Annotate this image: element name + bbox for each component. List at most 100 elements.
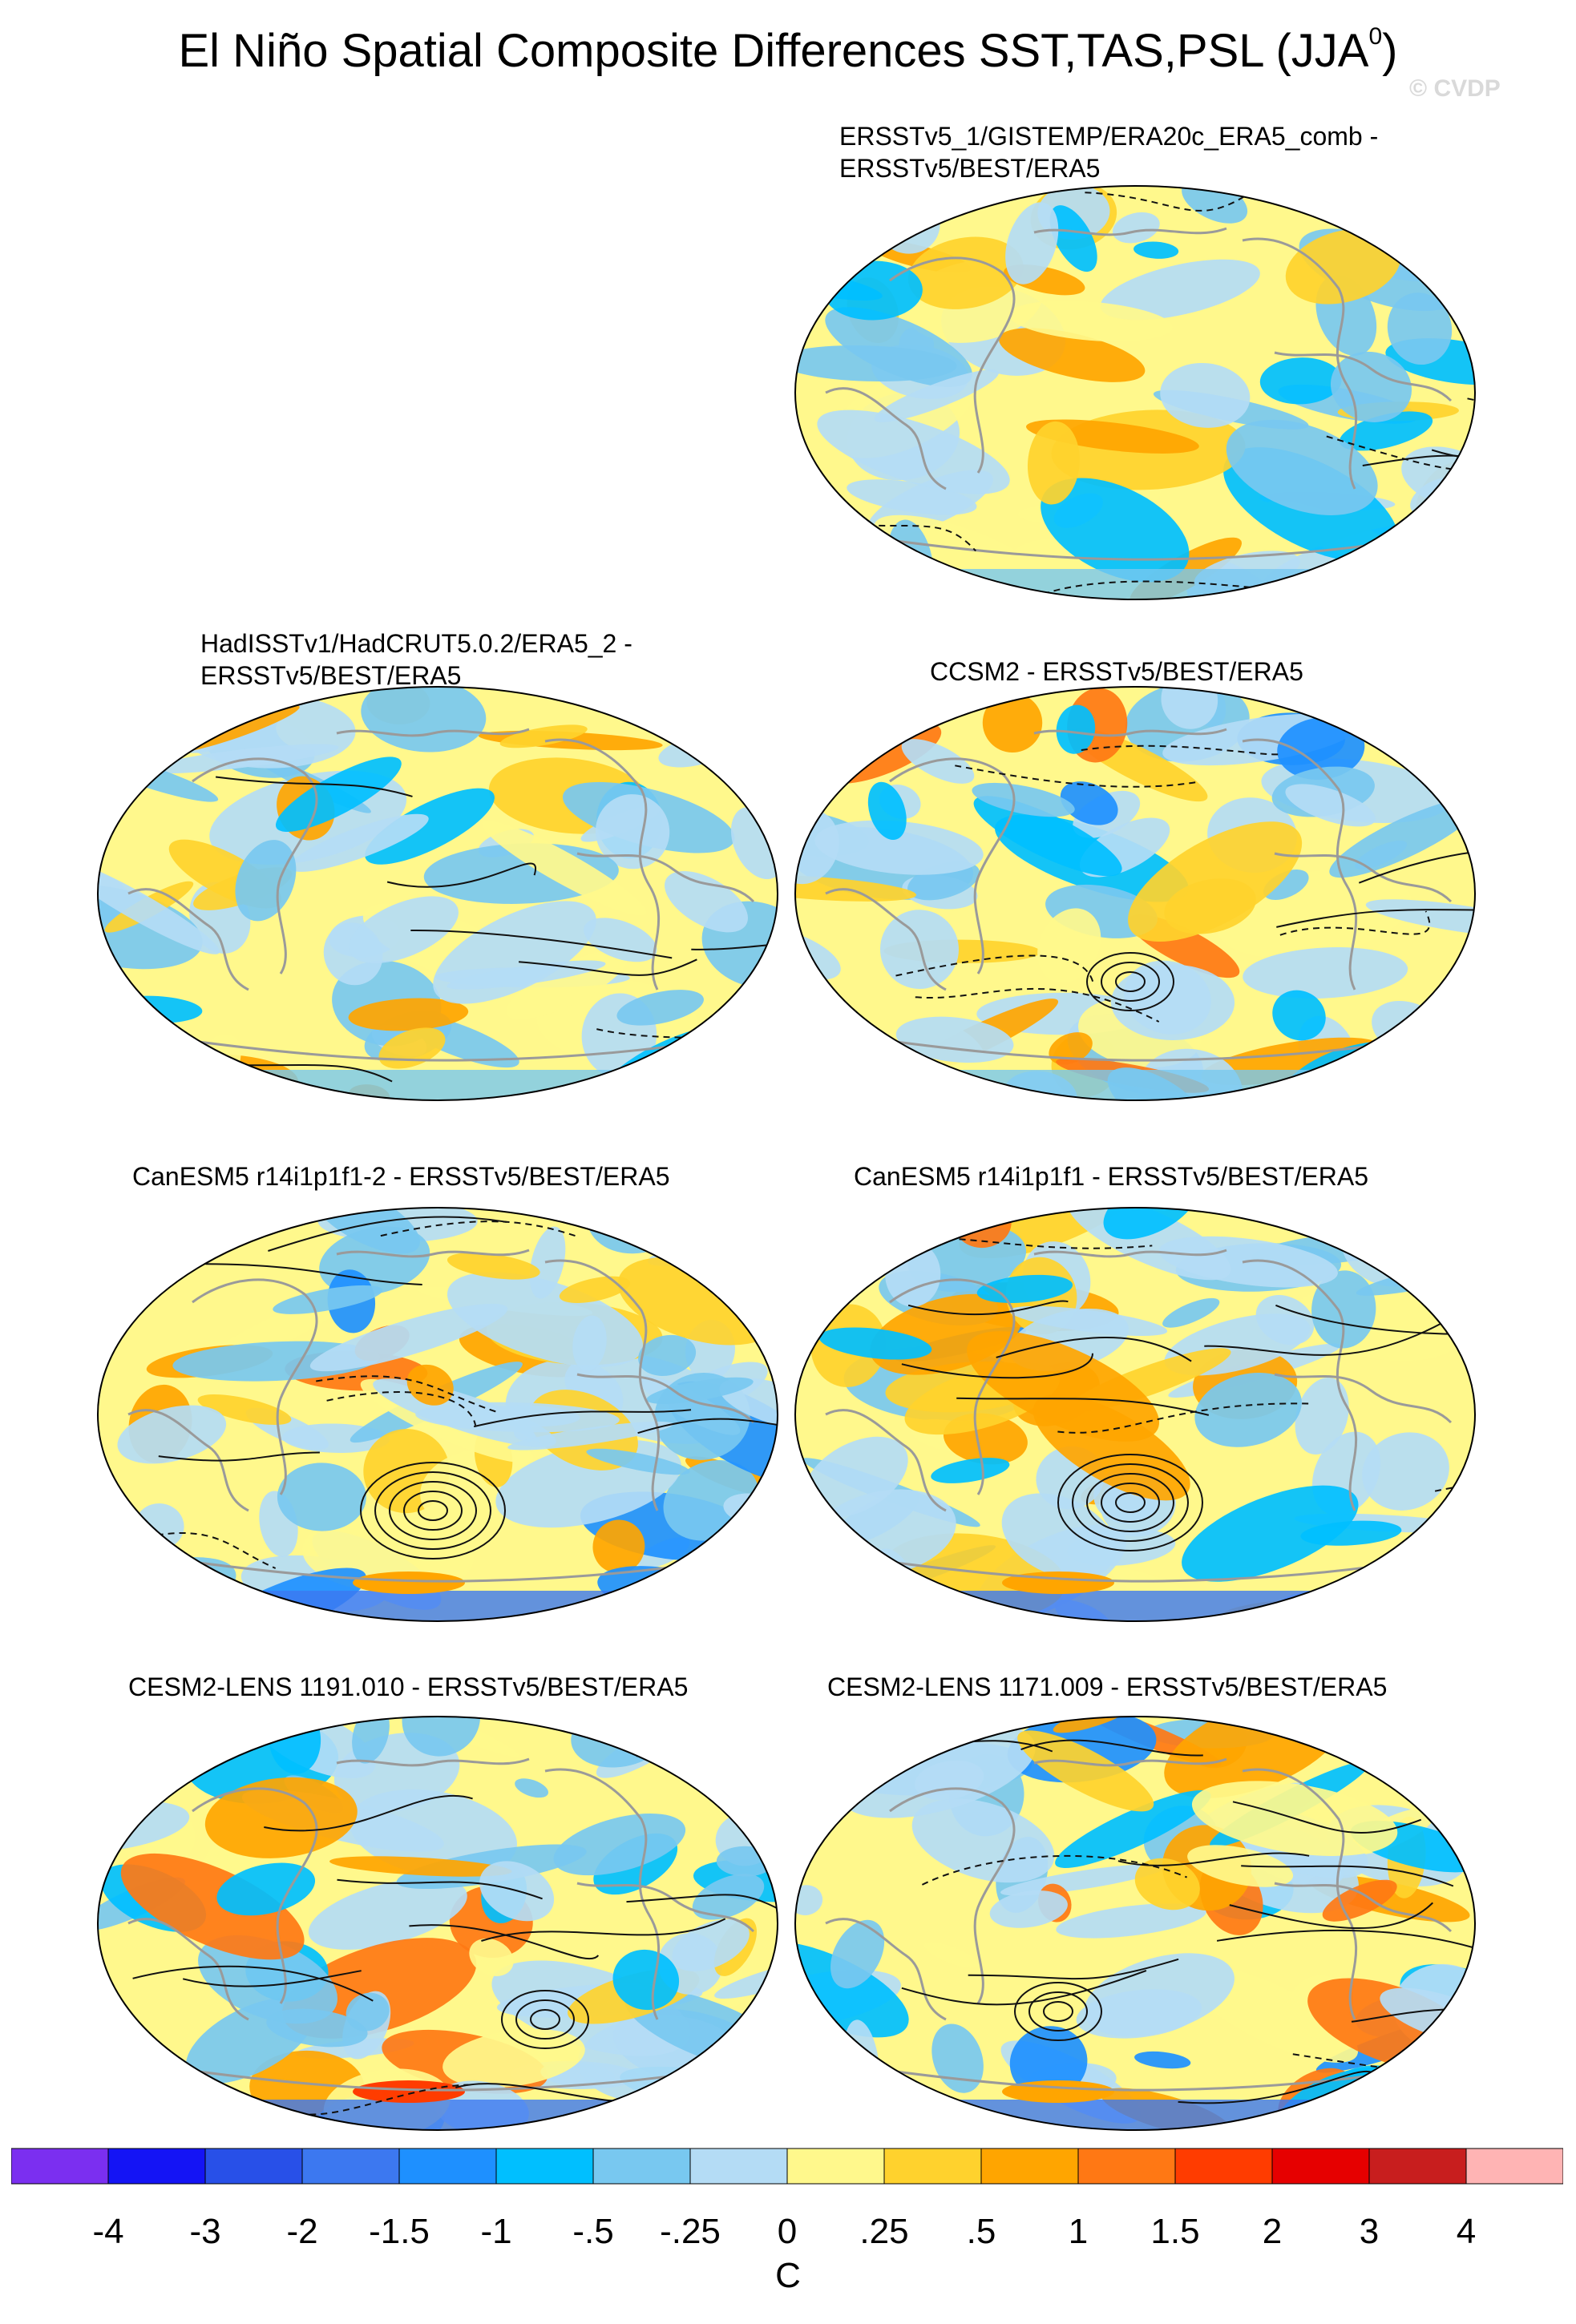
shading-patch [197,1394,292,1425]
psl-contour [403,1491,463,1531]
coastline [865,2066,1428,2092]
map-p3 [794,686,1476,1101]
map-border [97,1207,778,1622]
psl-contour [757,2087,778,2112]
coastline [825,888,947,991]
shading-patch [98,1038,156,1088]
shading-patch [692,1874,765,1920]
psl-contour [956,1397,1210,1416]
shading-patch [402,1717,481,1757]
coastline [889,256,1016,474]
shading-patch [817,410,1010,494]
map-border [794,1716,1476,2131]
shading-patch [830,1919,885,1989]
shading-patch [1300,1520,1402,1546]
shading-patch [277,1463,366,1531]
coastline [1033,1757,1227,1767]
psl-contour [123,1531,277,1569]
shading-patch [1049,1032,1093,1065]
shading-patch [795,1941,909,2038]
coastline [1274,852,1453,903]
psl-contour [158,1451,320,1462]
shading-patch [1112,212,1160,244]
coastline [1242,237,1358,490]
psl-contour [515,1999,575,2040]
shading-patch [1041,478,1190,583]
shading-patch [595,794,670,869]
colorbar-box [980,2148,1079,2185]
map-border [97,1716,778,2131]
shading-patch [98,1717,128,1765]
shading-patch [120,1853,305,1960]
coastline [544,1768,661,2020]
coastline [1033,728,1227,737]
psl-contour [215,776,413,797]
shading-patch [311,1208,420,1254]
psl-contour [519,958,697,976]
shading-patch [1272,990,1326,1041]
shading-patch [638,1334,697,1376]
shading-patch [98,1208,180,1233]
shading-patch [1134,1858,1200,1910]
psl-contour [1431,430,1475,460]
psl-contour [132,1965,374,2002]
shading-patch [1285,228,1401,305]
colorbar-box [11,2148,109,2185]
psl-contour [326,1391,477,1426]
map-p2 [97,686,778,1101]
colorbar-box [204,2148,303,2185]
colorbar-tick-label: .25 [859,2212,909,2251]
psl-contour [1057,1454,1203,1551]
colorbar-box [786,2148,885,2185]
colorbar-box [301,2148,400,2185]
psl-contour [895,954,1094,982]
shading-patch [1009,2026,1088,2099]
shading-patch [1295,1378,1349,1455]
psl-contour [1101,962,1160,1002]
psl-contour [530,2009,560,2030]
shading-patch [275,757,402,833]
map-p5 [794,1207,1476,1622]
shading-patch [1420,2040,1475,2102]
shading-patch [672,1919,750,1971]
psl-contour [1232,1801,1422,1834]
shading-patch [1026,419,1199,454]
antarctic-shading [795,1591,1475,1621]
colorbar-tick-label: 1.5 [1150,2212,1200,2251]
coastline [168,1557,730,1583]
shading-patch [1387,293,1453,365]
psl-contour [1276,909,1475,928]
psl-contour [1014,1982,1102,2041]
psl-contour [1178,2070,1372,2104]
shading-patch [911,1798,1055,1883]
shading-patch [1187,1845,1294,1887]
psl-contour [1115,1492,1146,1513]
antarctic-shading [795,2100,1475,2130]
psl-contour [636,1739,778,1757]
shading-patch [795,809,839,885]
shading-patch [1100,259,1260,321]
shading-patch [1285,784,1376,827]
coastline [576,1373,755,1424]
colorbar-box [883,2148,982,2185]
shading-patch [515,1778,549,1798]
colorbar-tick-label: -.5 [572,2212,614,2251]
shading-patch [646,1377,754,1404]
shading-patch [138,1208,239,1241]
psl-contour [1389,1222,1475,1248]
colorbar-box [398,2148,497,2185]
shading-patch [1103,1208,1198,1240]
psl-contour [205,1263,422,1285]
colorbar-tick-label: 2 [1262,2212,1283,2251]
shading-patch [1055,1790,1211,1868]
shading-patch [1134,241,1179,259]
panel-title-p3: CCSM2 - ERSSTv5/BEST/ERA5 [930,657,1303,686]
panel-title-p2: HadISSTv1/HadCRUT5.0.2/ERA5_2 - [200,629,632,658]
coastline [192,757,318,974]
map-p7 [794,1716,1476,2131]
coastline [825,1918,947,2021]
shading-patch [972,782,1075,817]
antarctic-shading [98,2100,778,2130]
shading-patch [442,2028,585,2088]
shading-patch [1161,687,1218,729]
